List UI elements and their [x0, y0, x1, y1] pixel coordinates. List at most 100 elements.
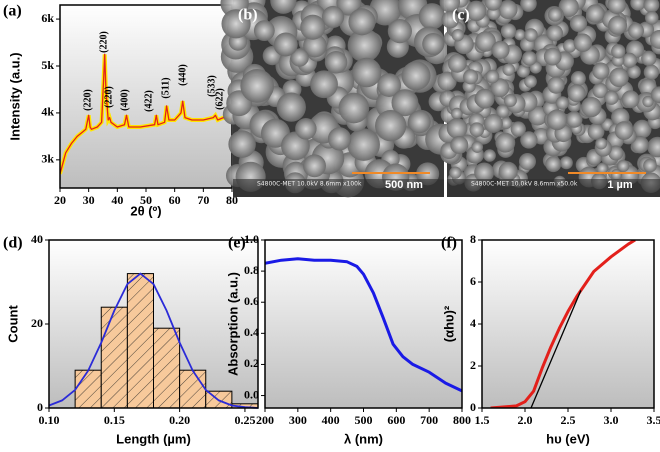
particle — [643, 0, 660, 13]
x-tick-label: 3.0 — [604, 413, 619, 427]
x-tick-label: 800 — [453, 413, 471, 427]
particle — [377, 73, 402, 97]
data-line — [490, 240, 636, 408]
particle — [484, 0, 503, 11]
x-tick-label: 50 — [140, 193, 152, 207]
sem-info: S4800C-MET 10.0kV 8.6mm x50.0k — [471, 181, 578, 188]
particle — [474, 162, 495, 183]
x-tick-label: 0.20 — [169, 413, 190, 427]
x-tick-label: 300 — [289, 413, 307, 427]
y-tick-label: 2 — [470, 358, 476, 372]
particle — [498, 161, 518, 181]
x-tick-label: 400 — [322, 413, 340, 427]
particle — [630, 0, 646, 11]
particle — [347, 128, 380, 161]
y-tick-label: 5k — [41, 58, 54, 72]
x-tick-label: 20 — [54, 193, 66, 207]
particle — [221, 9, 251, 39]
y-tick-label: 6 — [470, 274, 476, 288]
particle — [495, 132, 516, 153]
y-tick-label: 4k — [41, 105, 54, 119]
particle — [475, 31, 496, 52]
particle — [439, 0, 461, 13]
particle — [471, 141, 484, 153]
x-tick-label: 600 — [387, 413, 405, 427]
x-tick-label: 30 — [83, 193, 95, 207]
particle — [628, 22, 644, 39]
peak-label: (533) — [206, 75, 217, 97]
y-tick-label: 40 — [31, 232, 43, 246]
x-tick-label: 2.5 — [561, 413, 576, 427]
particle — [596, 162, 608, 175]
particle — [632, 119, 652, 139]
particle — [644, 11, 659, 25]
data-line — [265, 257, 462, 393]
particle — [290, 48, 309, 67]
particle — [547, 76, 565, 94]
particle — [500, 117, 513, 130]
plot-background — [265, 240, 462, 408]
particle — [587, 123, 605, 140]
peak-label: (622) — [214, 88, 225, 110]
y-axis-label: Count — [5, 305, 20, 343]
x-tick-label: 60 — [169, 193, 181, 207]
particle — [490, 78, 510, 98]
x-tick-label: 700 — [420, 413, 438, 427]
particle — [543, 47, 562, 66]
x-axis-label: hυ (eV) — [546, 431, 590, 446]
peak-label: (400) — [119, 89, 130, 111]
scale-bar-label: 1 µm — [607, 179, 633, 191]
plot-frame — [264, 239, 463, 409]
histogram-hatch — [153, 327, 181, 409]
particle — [649, 30, 660, 49]
particle — [498, 0, 518, 20]
particle — [295, 118, 317, 140]
histogram-hatch — [179, 369, 207, 409]
y-tick-label: 0.4 — [244, 325, 259, 339]
particle — [446, 118, 468, 139]
particle — [631, 136, 649, 154]
y-tick-label: 6k — [41, 11, 54, 25]
particle — [321, 5, 345, 29]
peak-label: (422) — [143, 90, 154, 112]
particle — [555, 96, 570, 110]
particle — [375, 110, 407, 142]
particle — [617, 159, 630, 173]
particle — [608, 145, 624, 161]
x-axis-label: 2θ (º) — [130, 203, 161, 218]
particle — [516, 64, 530, 78]
particle — [270, 0, 297, 14]
plot-area — [490, 240, 636, 408]
particle — [610, 169, 623, 181]
particle — [502, 63, 515, 76]
x-tick-label: 2.0 — [518, 413, 533, 427]
particle — [451, 107, 463, 120]
particle — [469, 122, 485, 137]
x-tick-label: 3.5 — [647, 413, 660, 427]
particle — [303, 154, 326, 178]
histogram-hatch — [74, 369, 102, 409]
y-axis-label: Intensity (a.u.) — [7, 52, 22, 140]
particle — [621, 90, 640, 109]
particle — [510, 121, 526, 137]
y-tick-label: 20 — [31, 316, 43, 330]
particle — [503, 93, 517, 108]
particle — [520, 131, 538, 149]
particle — [483, 149, 496, 162]
particle — [545, 156, 562, 173]
panel-label: (e) — [228, 235, 246, 252]
peak-label: (511) — [160, 77, 171, 98]
particle — [253, 20, 275, 42]
sem-image — [437, 0, 660, 197]
particle — [441, 10, 459, 29]
peak-label: (220) — [98, 31, 109, 53]
particle — [570, 71, 586, 87]
particle — [524, 28, 538, 42]
particle — [622, 52, 638, 68]
particle — [485, 69, 500, 84]
particle — [641, 50, 657, 67]
x-tick-label: 40 — [111, 193, 123, 207]
data-line — [60, 53, 232, 175]
particle — [463, 69, 479, 85]
plot-frame — [481, 239, 655, 409]
